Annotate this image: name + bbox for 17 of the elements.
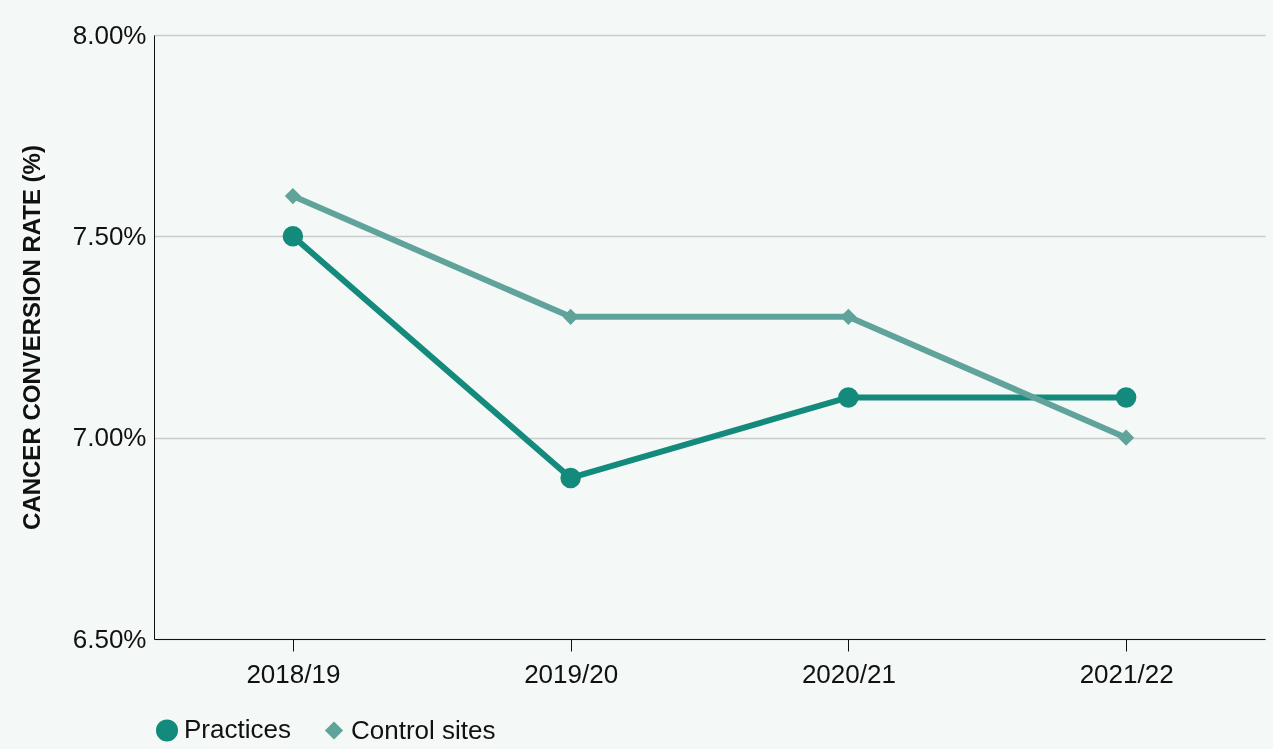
y-tick-label: 6.50% [72,623,147,654]
point [282,226,304,247]
point [560,467,581,489]
point [284,188,301,205]
x-tick-label: 2020/21 [801,658,896,689]
legend-label: Control sites [351,714,496,745]
point [1118,429,1135,446]
legend-label: Practices [184,714,291,745]
y-axis-title: CANCER CONVERSION RATE (%) [17,145,45,530]
x-tick-label: 2021/22 [1079,658,1174,689]
y-tick-label: 7.50% [72,220,147,251]
point [838,387,859,408]
y-tick-label: 7.00% [72,422,147,453]
x-tick-label: 2018/19 [246,658,341,689]
point [1115,387,1137,408]
x-tick-label: 2019/20 [524,658,619,689]
y-tick-label: 8.00% [72,19,147,50]
